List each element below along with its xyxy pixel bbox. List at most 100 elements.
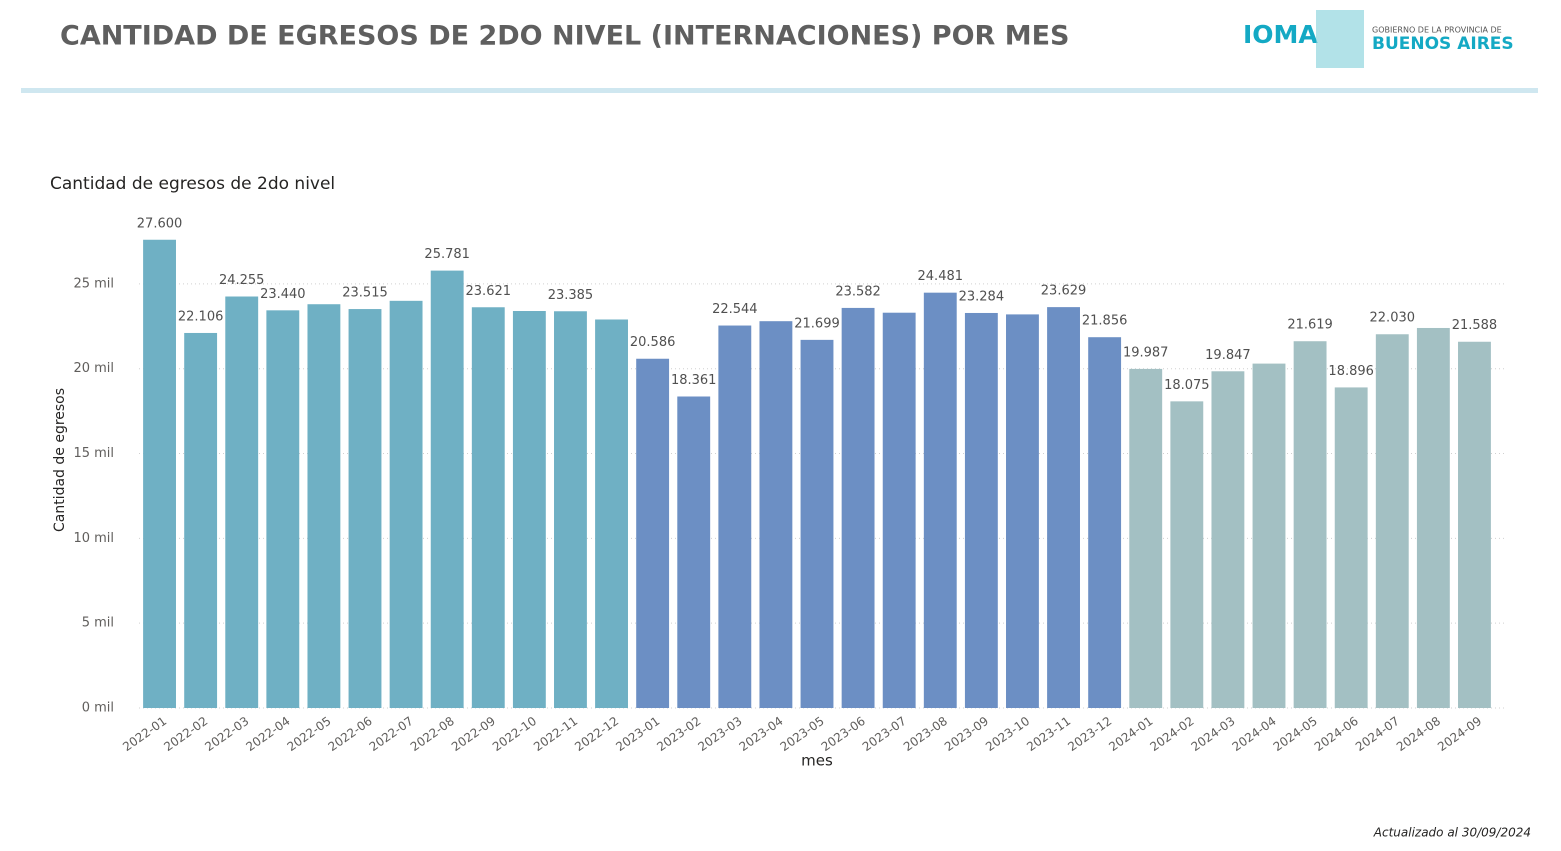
x-tick-label: 2023-01 <box>613 714 662 754</box>
bar <box>266 310 300 708</box>
y-tick-label: 25 mil <box>73 276 114 291</box>
value-label: 23.629 <box>1041 284 1087 299</box>
bar <box>718 325 752 708</box>
x-tick-label: 2024-02 <box>1147 714 1196 754</box>
logo-gov: GOBIERNO DE LA PROVINCIA DE <box>1372 26 1502 35</box>
bar <box>1170 401 1204 708</box>
value-label: 22.106 <box>178 309 224 324</box>
y-tick-label: 5 mil <box>82 616 114 631</box>
x-tick-label: 2024-07 <box>1353 714 1402 754</box>
bar <box>1375 334 1409 708</box>
x-tick-label: 2024-08 <box>1394 714 1443 754</box>
bar <box>389 300 423 708</box>
x-tick-label: 2022-03 <box>202 714 251 754</box>
value-label: 24.255 <box>219 273 265 288</box>
value-label: 19.847 <box>1205 348 1251 363</box>
x-tick-label: 2022-05 <box>285 714 334 754</box>
bar <box>554 311 587 708</box>
value-label: 25.781 <box>424 247 470 262</box>
value-label: 23.582 <box>835 284 881 299</box>
y-axis-label: Cantidad de egresos <box>52 388 68 532</box>
value-label: 21.588 <box>1452 318 1498 333</box>
value-label: 24.481 <box>918 269 964 284</box>
bar <box>1252 363 1286 708</box>
bar <box>348 309 382 708</box>
bar <box>307 304 341 708</box>
bar <box>1416 327 1450 708</box>
bar <box>595 319 628 708</box>
x-tick-label: 2022-08 <box>408 714 457 754</box>
logo-ioma: IOMA <box>1243 20 1318 49</box>
x-tick-label: 2023-07 <box>860 714 909 754</box>
x-tick-label: 2022-04 <box>243 714 292 754</box>
x-tick-label: 2024-01 <box>1106 714 1155 754</box>
chart-title: Cantidad de egresos de 2do nivel <box>50 174 335 194</box>
x-tick-label: 2022-07 <box>367 714 416 754</box>
x-tick-label: 2023-05 <box>778 714 827 754</box>
logo-ba: BUENOS AIRES <box>1372 34 1514 54</box>
y-tick-label: 15 mil <box>73 446 114 461</box>
x-tick-label: 2022-01 <box>120 714 169 754</box>
bar <box>512 311 546 708</box>
x-tick-label: 2023-06 <box>819 714 868 754</box>
value-label: 23.385 <box>548 288 594 303</box>
x-tick-label: 2023-02 <box>654 714 703 754</box>
x-tick-label: 2023-03 <box>695 714 744 754</box>
x-tick-label: 2022-02 <box>161 714 210 754</box>
bar <box>143 239 176 709</box>
bar <box>800 339 834 708</box>
header-rule <box>21 88 1538 93</box>
x-tick-label: 2024-03 <box>1189 714 1238 754</box>
bar <box>184 332 218 708</box>
value-label: 23.515 <box>342 286 388 301</box>
value-label: 22.544 <box>712 302 758 317</box>
bar <box>1047 307 1080 708</box>
value-label: 18.075 <box>1164 378 1210 393</box>
x-tick-label: 2023-04 <box>737 714 786 754</box>
x-tick-label: 2022-09 <box>449 714 498 754</box>
bar <box>1458 341 1491 708</box>
bar <box>1211 371 1245 708</box>
bar <box>841 307 875 708</box>
bar <box>1334 387 1368 708</box>
bar <box>471 307 505 708</box>
footer-note: Actualizado al 30/09/2024 <box>1373 826 1531 840</box>
bar <box>677 396 711 708</box>
logo-map <box>1316 10 1364 68</box>
value-label: 18.896 <box>1328 364 1374 379</box>
bar <box>1088 337 1122 708</box>
bar <box>1129 368 1163 708</box>
x-tick-label: 2024-05 <box>1271 714 1320 754</box>
bar <box>882 312 916 708</box>
value-label: 21.619 <box>1287 318 1333 333</box>
x-tick-label: 2024-04 <box>1230 714 1279 754</box>
page-title: CANTIDAD DE EGRESOS DE 2DO NIVEL (INTERN… <box>60 21 1069 52</box>
x-tick-label: 2023-12 <box>1065 714 1114 754</box>
value-label: 23.621 <box>466 284 512 299</box>
bar <box>1006 314 1039 708</box>
x-tick-label: 2023-10 <box>983 714 1032 754</box>
x-tick-label: 2024-06 <box>1312 714 1361 754</box>
x-tick-label: 2023-11 <box>1024 714 1073 754</box>
x-tick-label: 2022-12 <box>572 714 621 754</box>
x-tick-label: 2024-09 <box>1435 714 1484 754</box>
value-label: 18.361 <box>671 373 717 388</box>
bar <box>1293 341 1327 708</box>
value-label: 22.030 <box>1370 311 1416 326</box>
x-tick-label: 2023-09 <box>942 714 991 754</box>
y-tick-label: 10 mil <box>73 531 114 546</box>
value-label: 20.586 <box>630 335 676 350</box>
x-axis-label: mes <box>801 752 833 770</box>
y-tick-label: 0 mil <box>82 701 114 716</box>
bar <box>759 321 793 708</box>
x-tick-label: 2022-11 <box>531 714 580 754</box>
bar <box>923 292 957 708</box>
value-label: 27.600 <box>137 216 183 231</box>
y-tick-label: 20 mil <box>73 361 114 376</box>
x-tick-label: 2022-10 <box>490 714 539 754</box>
bar <box>964 312 998 708</box>
value-label: 23.284 <box>959 289 1005 304</box>
value-label: 23.440 <box>260 287 306 302</box>
